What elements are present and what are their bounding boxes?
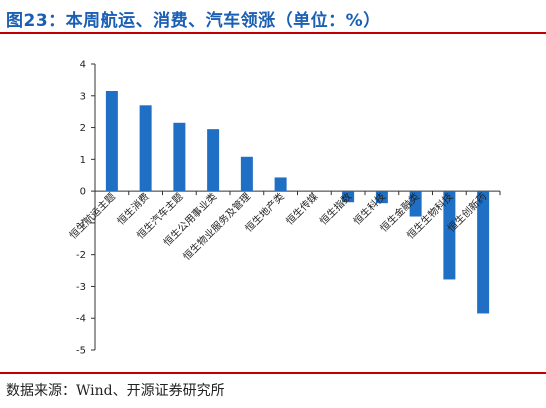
bar (409, 191, 422, 217)
y-tick-label: -2 (76, 250, 86, 261)
y-tick-label: 1 (80, 155, 86, 166)
bar (173, 122, 186, 192)
footer-divider (0, 372, 546, 374)
bar (342, 191, 355, 203)
y-tick-label: 2 (80, 123, 86, 134)
bar (139, 105, 152, 192)
title-divider (0, 32, 546, 34)
y-tick-label: 4 (80, 60, 86, 71)
category-label: 恒生指数 (317, 190, 354, 227)
bar (443, 191, 456, 280)
y-tick-label: -3 (76, 282, 86, 293)
bar (375, 191, 388, 204)
y-tick-label: 0 (80, 187, 86, 198)
y-tick-label: -1 (76, 218, 86, 229)
category-label: 恒生航运主题 (66, 190, 118, 242)
y-tick-label: 3 (80, 91, 86, 102)
bar (477, 191, 490, 314)
y-tick-label: -5 (76, 346, 86, 357)
chart-title: 图23：本周航运、消费、汽车领涨（单位：%） (6, 11, 381, 31)
bar (105, 91, 118, 192)
bar (207, 129, 220, 192)
bar (240, 156, 253, 192)
y-tick-label: -4 (76, 314, 86, 325)
category-label: 恒生传媒 (283, 190, 320, 227)
bar (274, 177, 287, 192)
data-source: 数据来源：Wind、开源证券研究所 (6, 383, 225, 399)
bar-chart: 43210-1-2-3-4-5恒生航运主题恒生消费恒生汽车主题恒生公用事业类恒生… (66, 60, 501, 357)
